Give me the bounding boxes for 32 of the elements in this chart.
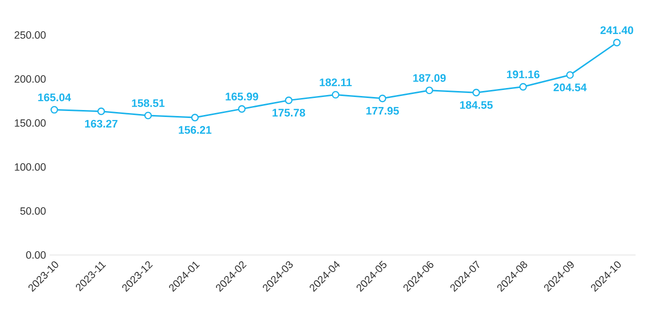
- point: [284, 96, 292, 104]
- y-tick-label: 250.00: [14, 31, 46, 39]
- data-label: 191.16: [507, 70, 540, 78]
- point: [50, 106, 58, 114]
- point: [191, 114, 199, 122]
- point: [97, 108, 105, 116]
- point: [519, 82, 527, 91]
- point: [238, 105, 246, 113]
- data-label: 177.95: [366, 106, 399, 115]
- point: [332, 90, 340, 99]
- point: [566, 71, 574, 79]
- point: [613, 38, 621, 46]
- data-label: 241.40: [600, 26, 634, 34]
- data-label: 182.11: [320, 78, 352, 86]
- point: [472, 88, 480, 96]
- data-label: 187.09: [413, 74, 446, 82]
- data-label: 158.51: [132, 99, 165, 108]
- y-tick-label: 200.00: [14, 75, 46, 83]
- data-label: 184.55: [460, 101, 493, 109]
- data-label: 175.78: [272, 108, 306, 117]
- point: [426, 86, 434, 94]
- data-label: 204.54: [554, 84, 587, 92]
- data-label: 163.27: [85, 120, 118, 128]
- y-tick-label: 0.00: [26, 251, 46, 259]
- point: [378, 94, 386, 102]
- y-tick-label: 100.00: [14, 163, 46, 171]
- y-tick-label: 150.00: [14, 119, 46, 127]
- y-tick-label: 50.00: [20, 207, 46, 215]
- data-label: 165.04: [38, 94, 71, 102]
- data-label: 156.21: [178, 126, 212, 134]
- data-label: 165.99: [226, 92, 258, 100]
- point: [144, 112, 152, 120]
